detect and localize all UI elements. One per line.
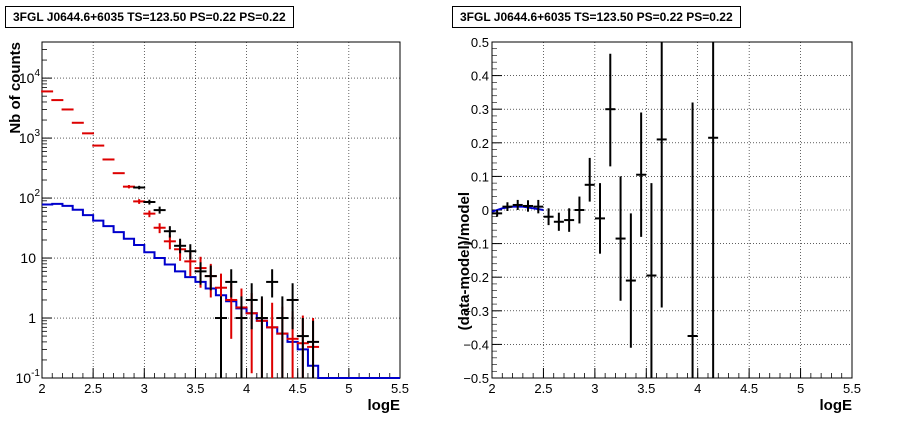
- counts-panel: 2 2.5 3 3.5 4 4.5 5 5.5 10-1 1 10 102 103 104 logE Nb o…: [7, 41, 409, 414]
- residuals-panel: 2 2.5 3 3.5 4 4.5 5 5.5 −0.5 −0.4 −0.3 −0.2 −0.1 0 0.1…: [456, 35, 861, 414]
- residuals-ytick-label: 0.3: [471, 102, 489, 117]
- residuals-xtick-label: 2: [488, 381, 495, 396]
- residuals-ytick-label: 0.5: [471, 35, 489, 50]
- residuals-ytick-label: −0.4: [463, 337, 489, 352]
- residuals-ytick-label: 0.2: [471, 136, 489, 151]
- counts-xtick-label: 4: [243, 381, 250, 396]
- residuals-ytick-label: 0.4: [471, 69, 489, 84]
- background-model-histogram: [42, 202, 400, 379]
- counts-x-axis-label: logE: [368, 397, 401, 414]
- residuals-y-axis-label: (data-model)/model: [456, 192, 473, 330]
- residuals-xtick-label: 2.5: [534, 381, 552, 396]
- counts-ytick-label: 10-1: [16, 368, 41, 386]
- residuals-ytick-label: 0: [482, 203, 489, 218]
- residuals-ytick-label: −0.1: [463, 237, 489, 252]
- counts-ytick-label: 10: [20, 250, 36, 266]
- counts-ytick-label: 1: [28, 310, 36, 326]
- counts-xtick-label: 3: [141, 381, 148, 396]
- residuals-ytick-label: −0.2: [463, 270, 489, 285]
- counts-xtick-label: 2: [38, 381, 45, 396]
- residuals-ytick-label: 0.1: [471, 169, 489, 184]
- residuals-ytick-label: −0.5: [463, 371, 489, 386]
- residuals-ytick-label: −0.3: [463, 304, 489, 319]
- residuals-xtick-label: 4: [694, 381, 701, 396]
- counts-xtick-label: 4.5: [289, 381, 307, 396]
- counts-xtick-label: 5: [345, 381, 352, 396]
- counts-ytick-label: 103: [19, 128, 41, 146]
- residuals-xtick-label: 3.5: [637, 381, 655, 396]
- counts-xtick-label: 2.5: [84, 381, 102, 396]
- counts-plot-title: 3FGL J0644.6+6035 TS=123.50 PS=0.22 PS=0…: [5, 6, 294, 28]
- residuals-xtick-label: 5.5: [843, 381, 861, 396]
- counts-xtick-label: 3.5: [186, 381, 204, 396]
- counts-ytick-label: 102: [19, 188, 41, 206]
- residuals-xtick-label: 4.5: [740, 381, 758, 396]
- counts-y-axis-label: Nb of counts: [7, 42, 24, 134]
- residuals-xtick-label: 5: [797, 381, 804, 396]
- counts-ytick-label: 104: [19, 68, 41, 86]
- residuals-plot-title: 3FGL J0644.6+6035 TS=123.50 PS=0.22 PS=0…: [452, 6, 741, 28]
- residuals-xtick-label: 3: [591, 381, 598, 396]
- counts-xtick-label: 5.5: [391, 381, 409, 396]
- residuals-x-axis-label: logE: [820, 397, 853, 414]
